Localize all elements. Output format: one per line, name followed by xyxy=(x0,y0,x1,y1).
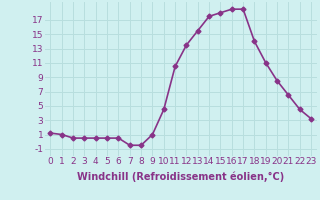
X-axis label: Windchill (Refroidissement éolien,°C): Windchill (Refroidissement éolien,°C) xyxy=(77,172,284,182)
